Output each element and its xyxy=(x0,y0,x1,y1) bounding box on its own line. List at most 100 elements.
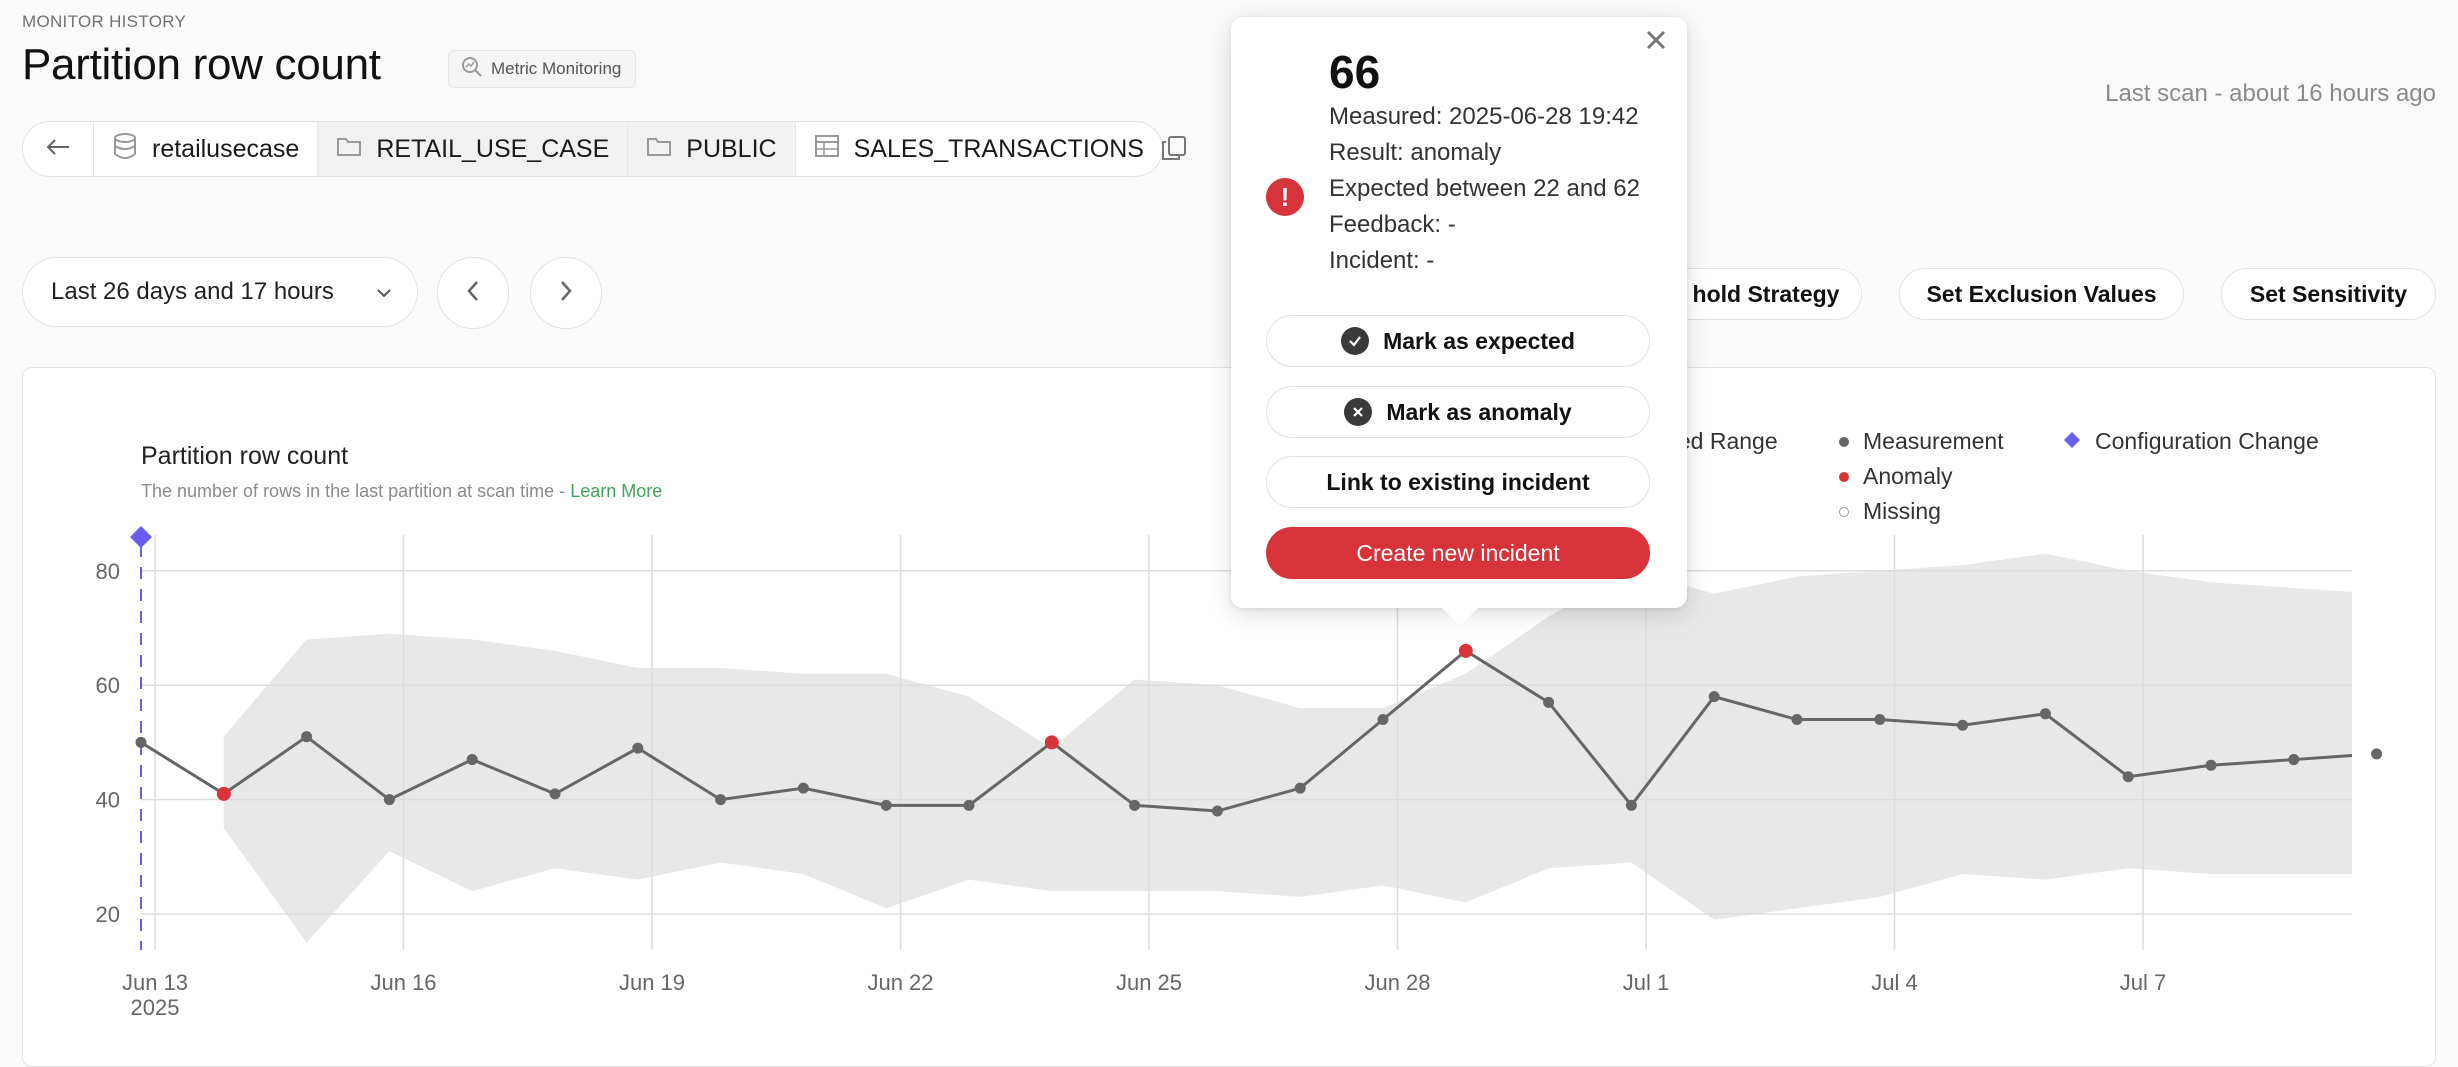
measurement-point xyxy=(549,788,561,800)
table-icon xyxy=(814,134,840,165)
chevron-down-icon xyxy=(375,278,393,306)
set-sensitivity-button[interactable]: Set Sensitivity xyxy=(2221,268,2436,320)
chart-title: Partition row count xyxy=(141,442,349,470)
measurement-popover: ! 66 Measured: 2025-06-28 19:42 Result: … xyxy=(1231,17,1687,626)
alert-icon: ! xyxy=(1266,178,1304,216)
legend-label: Missing xyxy=(1863,498,1941,524)
legend-configuration-change[interactable]: Configuration Change xyxy=(2063,428,2319,455)
y-tick-label: 20 xyxy=(96,902,120,927)
measurement-point xyxy=(1294,782,1306,794)
search-chart-icon xyxy=(461,56,483,83)
time-range-value: Last 26 days and 17 hours xyxy=(51,278,334,305)
measurement-point xyxy=(715,794,727,806)
last-scan-text: Last scan - about 16 hours ago xyxy=(2105,80,2436,107)
measurement-point xyxy=(2122,771,2134,783)
create-new-incident-button[interactable]: Create new incident xyxy=(1266,527,1650,579)
measurement-point xyxy=(1377,714,1389,726)
folder-icon xyxy=(646,135,672,164)
measurement-point xyxy=(632,742,644,754)
mark-as-expected-button[interactable]: Mark as expected xyxy=(1266,315,1650,367)
chevron-left-icon xyxy=(465,279,481,308)
anomaly-dot-icon xyxy=(1839,471,1849,482)
measurement-point xyxy=(1791,714,1803,726)
check-circle-icon xyxy=(1341,327,1370,355)
back-button[interactable] xyxy=(23,122,93,176)
configuration-change-marker xyxy=(130,526,152,548)
legend-label: Anomaly xyxy=(1863,463,1953,489)
measurement-point xyxy=(1708,691,1720,703)
measurement-point xyxy=(2288,754,2300,766)
folder-icon xyxy=(336,135,362,164)
measurement-point xyxy=(466,754,478,766)
legend-measurement[interactable]: Measurement xyxy=(1839,428,2004,455)
chart-subtitle: The number of rows in the last partition… xyxy=(141,481,662,502)
time-range-select[interactable]: Last 26 days and 17 hours xyxy=(22,257,418,327)
popover-feedback: Feedback: - xyxy=(1329,211,1456,238)
measurement-point xyxy=(2039,708,2051,720)
arrow-left-icon xyxy=(45,135,71,164)
close-icon xyxy=(1645,29,1667,56)
measurement-point xyxy=(1957,719,1969,731)
measurement-point xyxy=(1543,696,1555,708)
x-tick-label: Jun 28 xyxy=(1364,970,1430,995)
expected-range-band xyxy=(223,553,2352,943)
mark-as-anomaly-button[interactable]: Mark as anomaly xyxy=(1266,386,1650,438)
anomaly-point xyxy=(216,786,231,801)
x-tick-label: Jun 22 xyxy=(867,970,933,995)
popover-measured: Measured: 2025-06-28 19:42 xyxy=(1329,103,1639,130)
link-to-existing-incident-button[interactable]: Link to existing incident xyxy=(1266,456,1650,508)
previous-range-button[interactable] xyxy=(437,257,509,329)
learn-more-link[interactable]: Learn More xyxy=(570,481,663,501)
measurement-point xyxy=(301,731,313,743)
legend-missing[interactable]: Missing xyxy=(1839,498,1941,525)
breadcrumb-label: retailusecase xyxy=(152,134,300,163)
breadcrumb-schema[interactable]: PUBLIC xyxy=(627,122,795,176)
anomaly-point xyxy=(1458,643,1473,658)
popover-pointer xyxy=(1440,606,1480,626)
y-tick-label: 80 xyxy=(96,559,120,584)
x-circle-icon xyxy=(1344,398,1373,426)
monitor-type-label: Metric Monitoring xyxy=(491,59,622,78)
measurement-line xyxy=(141,649,2352,813)
set-exclusion-values-button[interactable]: Set Exclusion Values xyxy=(1899,268,2184,320)
chevron-right-icon xyxy=(558,279,574,308)
x-tick-label: Jun 25 xyxy=(1116,970,1182,995)
page-title: Partition row count xyxy=(22,40,381,89)
measurement-point xyxy=(1874,714,1886,726)
breadcrumb: retailusecase RETAIL_USE_CASE PUBLIC SAL… xyxy=(22,121,1163,177)
measurement-point xyxy=(1129,799,1141,811)
next-range-button[interactable] xyxy=(530,257,602,329)
x-tick-label: Jul 1 xyxy=(1623,970,1669,995)
measurement-point xyxy=(797,782,809,794)
breadcrumb-label: RETAIL_USE_CASE xyxy=(376,134,610,163)
x-tick-label: Jun 13 xyxy=(122,970,188,995)
popover-value: 66 xyxy=(1329,46,1381,98)
diamond-icon xyxy=(2063,428,2081,455)
breadcrumb-table[interactable]: SALES_TRANSACTIONS xyxy=(794,122,1162,176)
x-tick-label: Jun 19 xyxy=(619,970,685,995)
monitor-type-chip: Metric Monitoring xyxy=(448,50,637,88)
legend-anomaly[interactable]: Anomaly xyxy=(1839,463,1952,490)
measurement-point xyxy=(880,799,892,811)
copy-icon xyxy=(1160,134,1188,167)
popover-incident: Incident: - xyxy=(1329,247,1435,274)
legend-label: Measurement xyxy=(1863,428,2004,454)
y-tick-label: 60 xyxy=(96,673,120,698)
close-button[interactable] xyxy=(1641,27,1671,57)
page-eyebrow: MONITOR HISTORY xyxy=(22,12,187,31)
copy-path-button[interactable] xyxy=(1158,134,1190,166)
measurement-point xyxy=(135,736,147,748)
anomaly-point xyxy=(1044,735,1059,750)
chart-subtitle-text: The number of rows in the last partition… xyxy=(141,481,571,501)
popover-expected: Expected between 22 and 62 xyxy=(1329,175,1640,202)
measurement-point xyxy=(2371,748,2383,760)
y-tick-label: 40 xyxy=(96,788,120,813)
button-label: Mark as anomaly xyxy=(1386,398,1572,425)
measurement-point xyxy=(1625,799,1637,811)
breadcrumb-label: PUBLIC xyxy=(686,134,777,163)
breadcrumb-schema-group[interactable]: RETAIL_USE_CASE xyxy=(317,122,628,176)
database-icon xyxy=(112,132,138,167)
breadcrumb-database[interactable]: retailusecase xyxy=(93,122,317,176)
x-tick-label: Jul 4 xyxy=(1871,970,1917,995)
